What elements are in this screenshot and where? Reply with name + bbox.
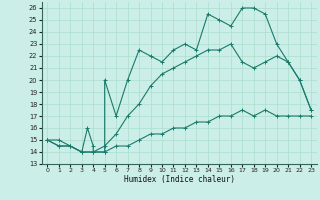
X-axis label: Humidex (Indice chaleur): Humidex (Indice chaleur) — [124, 175, 235, 184]
